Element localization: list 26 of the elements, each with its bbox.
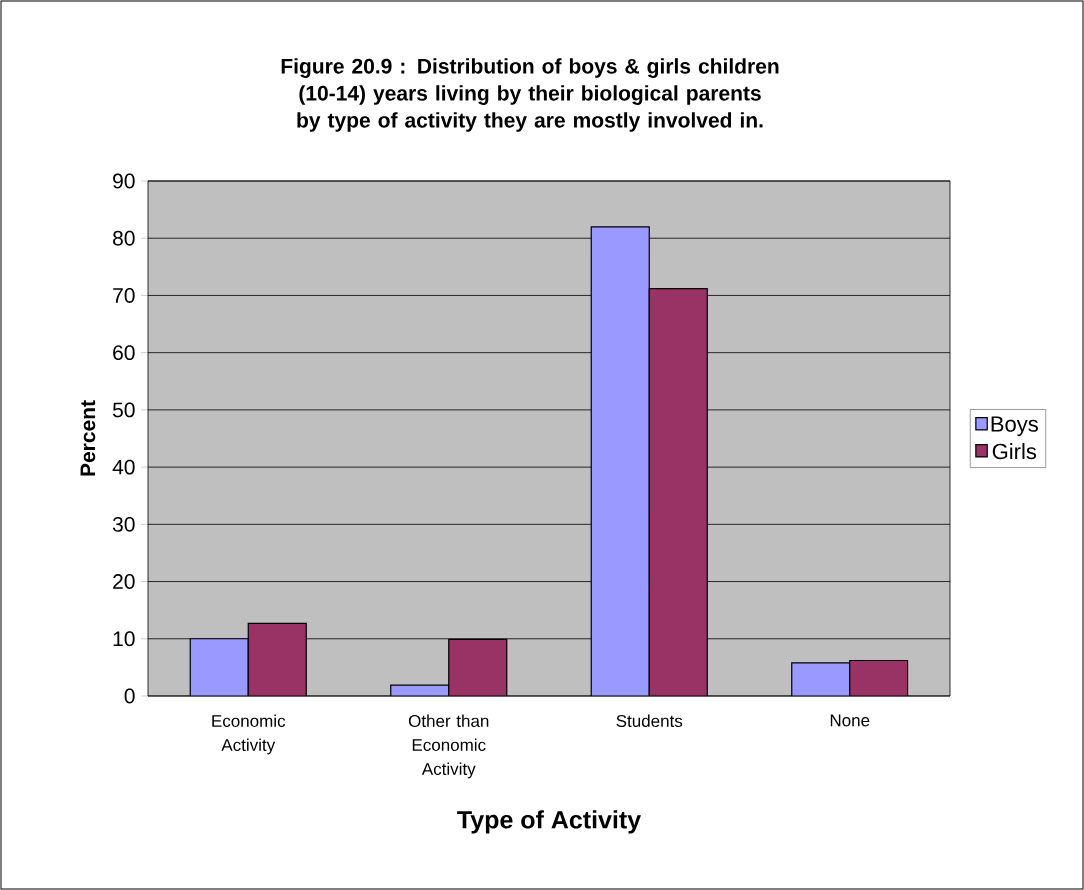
y-tick-label: 80 bbox=[113, 230, 135, 246]
y-tick-label: 20 bbox=[113, 574, 135, 589]
y-tick-label: 10 bbox=[113, 631, 135, 647]
x-axis-title: Type of Activity bbox=[457, 810, 641, 834]
x-tick-label: Economic Activity bbox=[212, 714, 286, 755]
bar bbox=[189, 638, 249, 696]
bar bbox=[849, 659, 909, 696]
bar bbox=[791, 662, 851, 696]
legend-label: Boys bbox=[991, 416, 1038, 437]
chart-title: Figure 20.9 : Distribution of boys & girls children (10-14) years living by their biological parents by type of activity they are mostly involved in. bbox=[281, 58, 779, 132]
y-tick-label: 50 bbox=[112, 402, 135, 418]
bar bbox=[590, 226, 650, 696]
y-tick-label: 30 bbox=[112, 516, 135, 532]
x-tick-label: None bbox=[830, 714, 870, 727]
x-tick-label: Other than Economic Activity bbox=[408, 714, 489, 779]
legend-label: Girls bbox=[992, 443, 1037, 460]
bar bbox=[448, 638, 508, 696]
y-tick-label: 60 bbox=[113, 345, 135, 361]
x-tick-label: Students bbox=[616, 714, 683, 728]
y-axis-title: Percent bbox=[80, 400, 96, 476]
y-tick-label: 0 bbox=[124, 688, 135, 704]
y-tick-label: 70 bbox=[113, 288, 135, 303]
bar bbox=[247, 622, 307, 696]
y-tick-label: 40 bbox=[112, 459, 135, 475]
bar bbox=[648, 287, 708, 696]
y-tick-label: 90 bbox=[113, 173, 135, 189]
